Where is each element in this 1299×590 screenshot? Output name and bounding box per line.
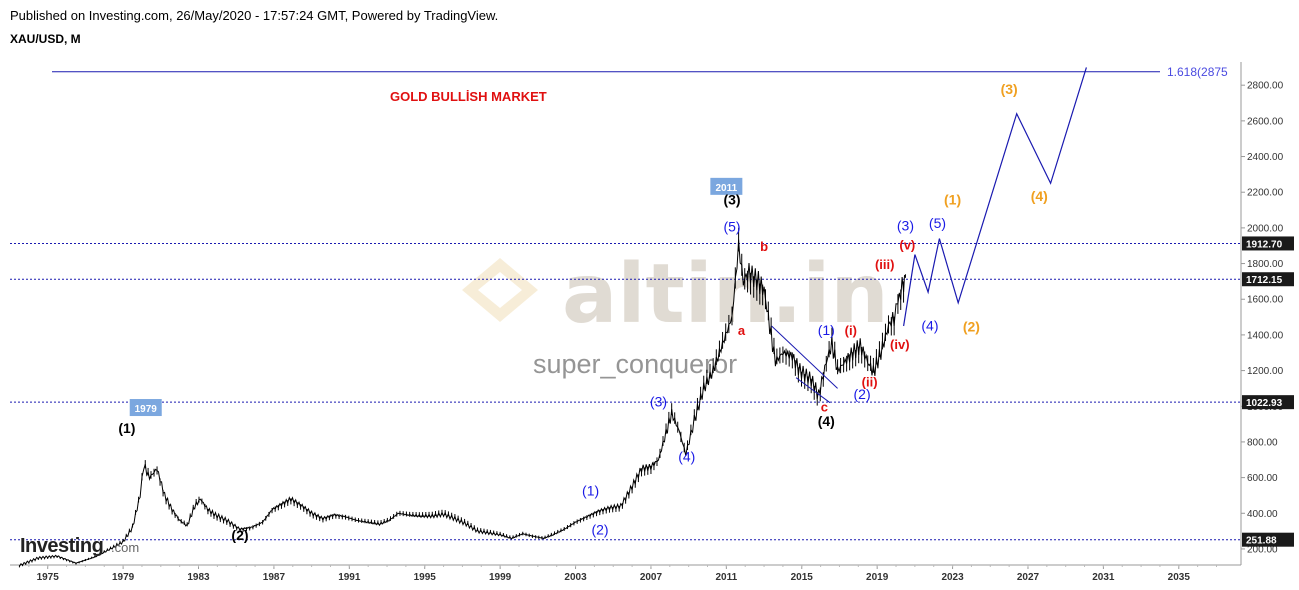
y-tick-label: 1400.00 xyxy=(1247,330,1284,341)
projection-line xyxy=(903,67,1087,327)
y-tick-label: 1800.00 xyxy=(1247,259,1284,270)
x-tick-label: 2023 xyxy=(941,572,964,583)
x-tick-label: 1987 xyxy=(263,572,286,583)
wave-label: (1) xyxy=(582,482,599,498)
brand-text: Investing xyxy=(20,535,103,557)
y-tick-label: 200.00 xyxy=(1247,544,1278,555)
x-tick-label: 1995 xyxy=(414,572,437,583)
diamond-logo-icon xyxy=(462,258,538,322)
year-tag-box xyxy=(710,177,743,195)
wave-label: (iii) xyxy=(875,257,895,272)
triangle-pattern xyxy=(771,325,838,404)
wave-label: b xyxy=(760,239,768,254)
investing-logo: Investing .com xyxy=(20,535,139,557)
x-tick-label: 2035 xyxy=(1168,572,1191,583)
wave-label: (5) xyxy=(929,215,946,231)
y-tick-label: 2600.00 xyxy=(1247,116,1284,127)
y-axis-ticks: 200.00400.00600.00800.001000.001200.0014… xyxy=(1241,81,1284,555)
wave-label: (1) xyxy=(944,192,961,208)
price-tag-label: 1022.93 xyxy=(1246,398,1283,409)
reference-lines: 1.618(2875 xyxy=(10,65,1241,541)
x-tick-label: 1975 xyxy=(37,572,60,583)
y-tick-label: 2200.00 xyxy=(1247,188,1284,199)
price-tag-label: 1912.70 xyxy=(1246,239,1283,250)
y-tick-label: 2800.00 xyxy=(1247,81,1284,92)
x-axis-ticks: 1975 1979 1983 1987 1991 1995 1999 2003 2007 2011… xyxy=(28,565,1217,583)
price-tag-box xyxy=(1242,395,1294,410)
x-tick-label: 2007 xyxy=(640,572,663,583)
author-watermark: super_conqueror xyxy=(533,349,737,379)
x-tick-label: 1999 xyxy=(489,572,512,583)
year-tag-label: 1979 xyxy=(135,404,158,415)
wave-label: (i) xyxy=(845,323,857,338)
y-tick-label: 800.00 xyxy=(1247,437,1278,448)
price-series xyxy=(18,227,906,568)
wave-label: (3) xyxy=(1001,81,1018,97)
y-tick-label: 2400.00 xyxy=(1247,152,1284,163)
symbol-label: XAU/USD, M xyxy=(10,32,81,46)
wave-label: (2) xyxy=(963,318,980,334)
y-tick-label: 600.00 xyxy=(1247,473,1278,484)
wave-label: c xyxy=(821,400,828,415)
y-tick-label: 1600.00 xyxy=(1247,295,1284,306)
wave-label: (1) xyxy=(818,322,835,338)
x-tick-label: 2027 xyxy=(1017,572,1040,583)
y-tick-label: 400.00 xyxy=(1247,509,1278,520)
wave-label: (3) xyxy=(650,393,667,409)
price-tag-label: 251.88 xyxy=(1246,536,1277,547)
price-tags: 1912.70 1712.15 1022.93 251.88 xyxy=(1242,236,1294,547)
x-tick-label: 2011 xyxy=(716,572,738,583)
x-tick-label: 1983 xyxy=(187,572,210,583)
wave-label: (3) xyxy=(897,218,914,234)
x-tick-label: 1979 xyxy=(112,572,135,583)
brand-suffix: .com xyxy=(111,540,139,555)
x-tick-label: 2003 xyxy=(564,572,587,583)
projection-path xyxy=(903,67,1087,327)
chart-title: GOLD BULLİSH MARKET xyxy=(390,89,547,104)
fib-extension-label: 1.618(2875 xyxy=(1167,65,1228,79)
wave-label: (2) xyxy=(854,386,871,402)
x-tick-label: 1991 xyxy=(338,572,361,583)
wave-label: (5) xyxy=(723,218,740,234)
x-tick-label: 2015 xyxy=(791,572,814,583)
price-tag-label: 1712.15 xyxy=(1246,275,1283,286)
x-tick-label: 2019 xyxy=(866,572,889,583)
triangle-lower-line xyxy=(795,377,831,404)
wave-label: (3) xyxy=(723,192,740,208)
wave-label: (ii) xyxy=(862,375,878,390)
price-tag-box xyxy=(1242,272,1294,287)
wave-label: (v) xyxy=(899,237,915,252)
wave-label: (iv) xyxy=(890,337,910,352)
year-tags: 2011 1979 xyxy=(129,177,743,417)
wave-label: (1) xyxy=(118,420,135,436)
wave-label: (4) xyxy=(818,413,835,429)
price-tag-box xyxy=(1242,236,1294,251)
wave-label: a xyxy=(738,323,746,338)
wave-label: (4) xyxy=(921,317,938,333)
wave-label: (2) xyxy=(231,527,248,543)
x-tick-label: 2031 xyxy=(1092,572,1115,583)
wave-label: (4) xyxy=(678,449,695,465)
published-header: Published on Investing.com, 26/May/2020 … xyxy=(10,8,499,23)
year-tag-box xyxy=(129,399,162,417)
wave-annotations: (1) (2) (3) (4) (1) (2) (3) (4) (5) (1) (2) (3) (5) (… xyxy=(118,81,1048,543)
year-tag-label: 2011 xyxy=(716,183,738,194)
wave-label: (4) xyxy=(1031,188,1048,204)
price-tag-box xyxy=(1242,532,1294,547)
y-tick-label: 2000.00 xyxy=(1247,223,1284,234)
triangle-upper-line xyxy=(771,325,838,389)
y-tick-label: 1200.00 xyxy=(1247,366,1284,377)
wave-label: (2) xyxy=(591,522,608,538)
